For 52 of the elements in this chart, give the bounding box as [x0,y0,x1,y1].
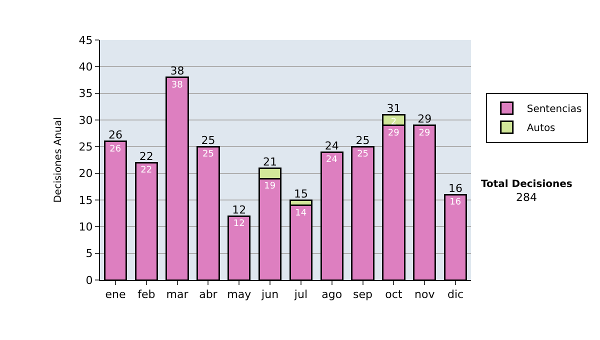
y-tick-label: 0 [86,274,93,287]
total-label: 12 [232,203,246,216]
total-label: 38 [170,64,184,78]
data-label: 12 [233,219,245,229]
x-tick-label: jul [293,288,308,302]
data-label: 22 [140,166,152,176]
total-label: 22 [139,150,154,163]
total-label: 25 [356,134,370,147]
y-tick-label: 10 [78,220,93,234]
x-tick-label: sep [353,288,373,302]
data-label: 14 [295,208,307,218]
data-label: 29 [418,128,430,138]
data-label: 26 [110,144,122,154]
y-tick-label: 15 [78,194,93,207]
x-tick-label: dic [447,288,464,302]
x-tick-label: jun [260,288,279,302]
total-label: 26 [108,128,122,142]
x-tick-label: feb [138,288,156,302]
data-label: 29 [388,128,400,138]
x-tick-label: nov [414,288,436,302]
x-tick-label: ago [322,288,342,302]
data-label: 25 [357,150,369,160]
y-tick-label: 45 [78,34,93,47]
y-tick-label: 40 [78,60,93,74]
legend-label: Sentencias [526,104,582,116]
total-label: 21 [263,155,278,168]
x-tick-label: may [227,288,252,302]
total-label: 24 [324,139,339,152]
y-tick-label: 5 [86,247,93,260]
y-tick-label: 35 [78,87,93,100]
y-axis-title: Decisiones Anual [52,117,64,203]
data-label: 2 [390,118,397,128]
total-label: 16 [448,182,463,195]
data-label: 38 [171,80,184,90]
total-label: 15 [294,187,308,200]
y-tick-label: 25 [78,140,93,154]
data-label: 19 [264,182,276,192]
data-label: 16 [450,198,462,208]
total-label: 29 [418,112,432,126]
total-label: 31 [386,102,401,115]
total-label: 25 [201,134,216,147]
legend-label: Autos [526,123,556,134]
x-tick-label: oct [385,288,403,302]
y-tick-label: 20 [78,167,93,180]
text: 284 [516,191,537,204]
data-label: 25 [202,150,214,160]
x-tick-label: abr [199,288,218,302]
y-tick-label: 30 [78,114,93,127]
x-tick-label: ene [105,288,126,302]
text: Total Decisiones [481,179,572,190]
x-tick-label: mar [166,288,189,302]
data-label: 24 [326,155,338,165]
